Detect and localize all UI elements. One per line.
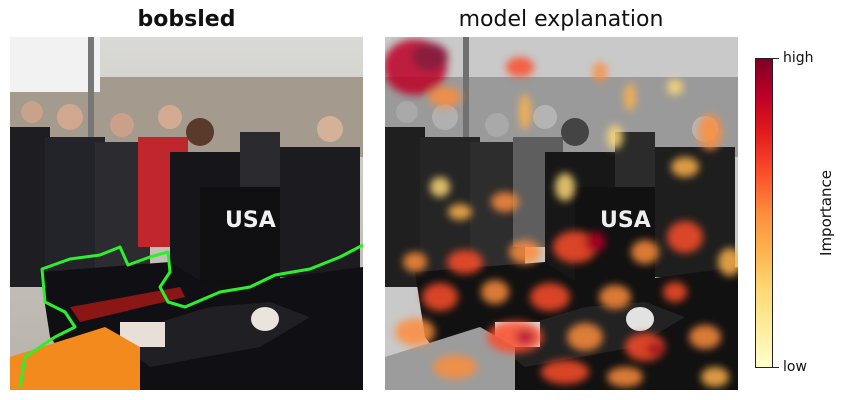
bobsled [10, 262, 363, 390]
colorbar-low-label: low [783, 359, 807, 375]
importance-heatmap [385, 39, 738, 387]
bobsled-photo: USA [10, 37, 363, 390]
input-image-title: bobsled [137, 7, 236, 32]
explanation-image: USA [385, 37, 738, 390]
pole [88, 37, 94, 157]
colorbar-title: Importance [817, 170, 835, 256]
segmentation-mask-outline [18, 243, 363, 388]
heatmap-overlay-photo: USA [385, 37, 738, 390]
colorbar-tick-high [773, 58, 779, 59]
white-structure [10, 37, 100, 92]
input-image: USA [10, 37, 363, 390]
colorbar-tick-low [773, 367, 779, 368]
importance-colorbar [755, 58, 773, 368]
explanation-image-title: model explanation [458, 7, 664, 32]
usa-jersey-text: USA [225, 208, 276, 233]
usa-jersey-text-gray: USA [600, 208, 651, 233]
colorbar-high-label: high [783, 50, 814, 66]
